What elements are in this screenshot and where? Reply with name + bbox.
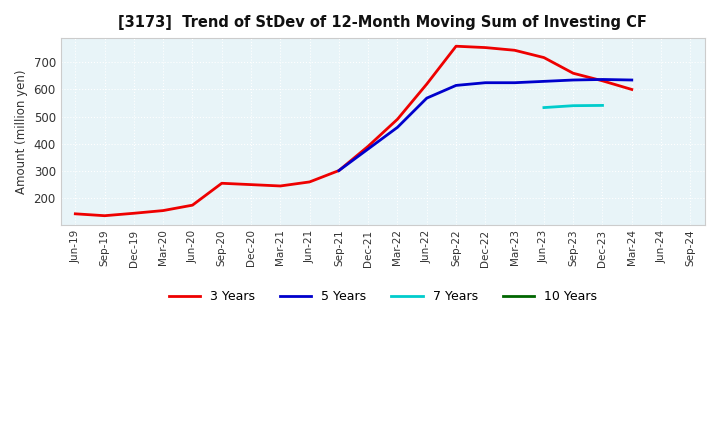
Title: [3173]  Trend of StDev of 12-Month Moving Sum of Investing CF: [3173] Trend of StDev of 12-Month Moving… xyxy=(118,15,647,30)
Y-axis label: Amount (million yen): Amount (million yen) xyxy=(15,69,28,194)
Legend: 3 Years, 5 Years, 7 Years, 10 Years: 3 Years, 5 Years, 7 Years, 10 Years xyxy=(163,285,602,308)
